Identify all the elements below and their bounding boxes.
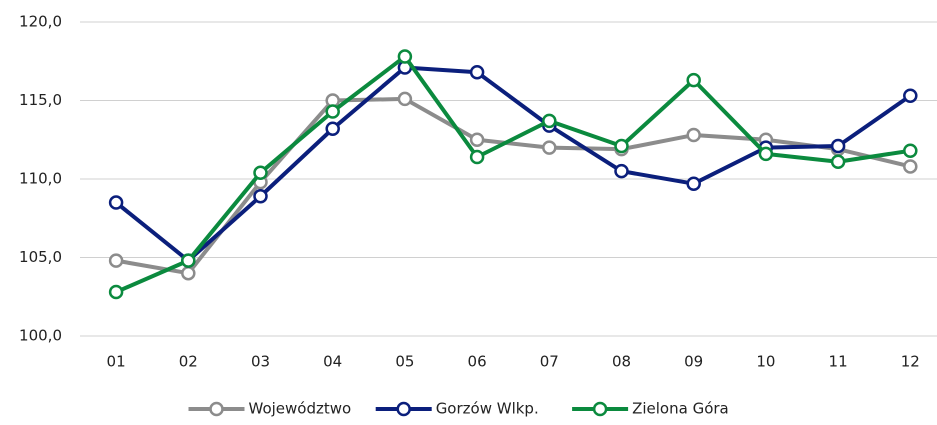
- series-line: [114, 65, 912, 263]
- x-tick-label: 06: [468, 353, 487, 371]
- point: [614, 163, 629, 179]
- point: [469, 149, 485, 165]
- x-tick-label: 03: [251, 353, 270, 371]
- point: [614, 138, 629, 154]
- point: [830, 154, 846, 169]
- x-tick-label: 07: [540, 353, 559, 371]
- point: [108, 284, 124, 300]
- y-tick-label: 110,0: [19, 170, 62, 188]
- point: [542, 113, 557, 129]
- point: [469, 64, 485, 80]
- point: [397, 49, 413, 64]
- y-tick-label: 105,0: [19, 248, 62, 266]
- point: [686, 176, 701, 191]
- legend-label: Województwo: [249, 400, 352, 418]
- legend-label: Zielona Góra: [632, 400, 729, 418]
- point: [903, 88, 918, 104]
- point: [253, 165, 268, 180]
- y-tick-label: 120,0: [19, 13, 62, 31]
- point: [108, 195, 124, 210]
- point: [542, 140, 557, 155]
- x-tick-label: 04: [323, 353, 342, 371]
- x-tick-label: 08: [612, 353, 631, 371]
- legend-marker: [592, 401, 608, 417]
- point: [181, 253, 196, 268]
- x-tick-label: 10: [756, 353, 775, 371]
- point: [397, 91, 413, 107]
- series-line: [115, 54, 911, 294]
- series-line: [115, 96, 911, 276]
- point: [108, 253, 124, 268]
- x-tick-label: 01: [107, 353, 126, 371]
- point: [903, 159, 918, 174]
- point: [181, 265, 196, 281]
- point: [686, 127, 701, 143]
- point: [325, 104, 340, 119]
- x-tick-label: 09: [684, 353, 703, 371]
- point: [253, 189, 268, 204]
- point: [325, 121, 340, 137]
- x-tick-label: 02: [179, 353, 198, 371]
- legend-label: Gorzów Wlkp.: [436, 400, 539, 418]
- y-tick-label: 115,0: [19, 91, 62, 109]
- legend-marker: [209, 401, 224, 417]
- point: [830, 138, 846, 154]
- point: [758, 146, 774, 162]
- point: [686, 72, 701, 88]
- point: [903, 143, 918, 158]
- y-tick-label: 100,0: [19, 327, 62, 345]
- x-tick-label: 12: [901, 353, 920, 371]
- x-tick-label: 11: [829, 353, 848, 371]
- point: [469, 132, 485, 147]
- legend-marker: [396, 401, 411, 417]
- x-tick-label: 05: [395, 353, 414, 371]
